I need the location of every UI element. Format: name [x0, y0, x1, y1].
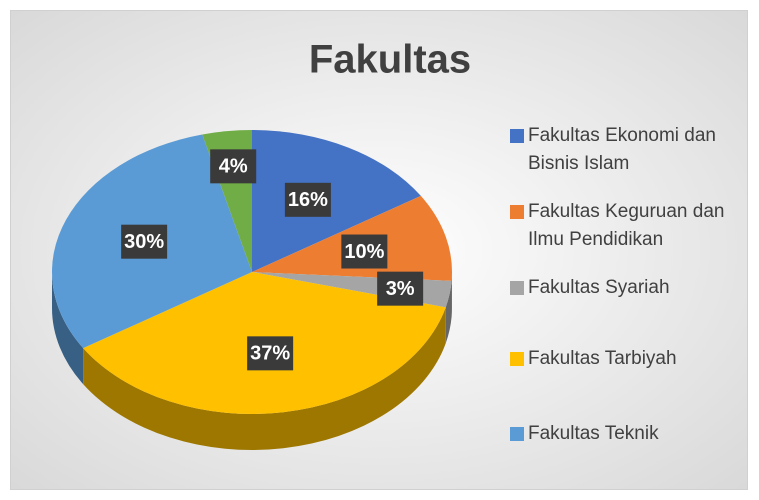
legend-item: Fakultas Keguruan dan Ilmu Pendidikan: [510, 198, 750, 254]
legend-swatch: [510, 129, 524, 143]
legend-swatch: [510, 205, 524, 219]
data-label: 37%: [250, 343, 290, 365]
legend-item: Fakultas Tarbiyah: [510, 345, 750, 373]
legend-label: Fakultas Teknik: [528, 423, 659, 444]
legend-label: Fakultas Keguruan dan Ilmu Pendidikan: [528, 201, 725, 250]
data-label-box: [341, 234, 388, 269]
data-label-box: [284, 182, 331, 217]
legend-item: Fakultas Ekonomi dan Bisnis Islam: [510, 122, 750, 178]
legend-item: Fakultas Syariah: [510, 274, 750, 302]
data-label-box: [377, 271, 424, 306]
data-label: 30%: [124, 231, 164, 253]
data-label-box: [121, 224, 168, 259]
legend-swatch: [510, 427, 524, 441]
pie-side: [52, 272, 84, 385]
pie-side: [83, 307, 446, 450]
data-label: 10%: [344, 241, 384, 263]
data-label-box: [247, 336, 294, 371]
legend-item: Fakultas Teknik: [510, 420, 750, 448]
chart-title: Fakultas: [309, 38, 471, 82]
pie-slice: [252, 130, 421, 272]
legend-label: Fakultas Tarbiyah: [528, 348, 677, 369]
legend-label: Fakultas Ekonomi dan Bisnis Islam: [528, 125, 716, 174]
data-label: 3%: [386, 278, 415, 300]
legend-swatch: [510, 352, 524, 366]
pie-side: [445, 280, 452, 344]
legend-swatch: [510, 281, 524, 295]
data-label-box: [210, 149, 257, 184]
legend-label: Fakultas Syariah: [528, 277, 670, 298]
data-label: 4%: [219, 156, 248, 178]
data-label: 16%: [288, 189, 328, 211]
